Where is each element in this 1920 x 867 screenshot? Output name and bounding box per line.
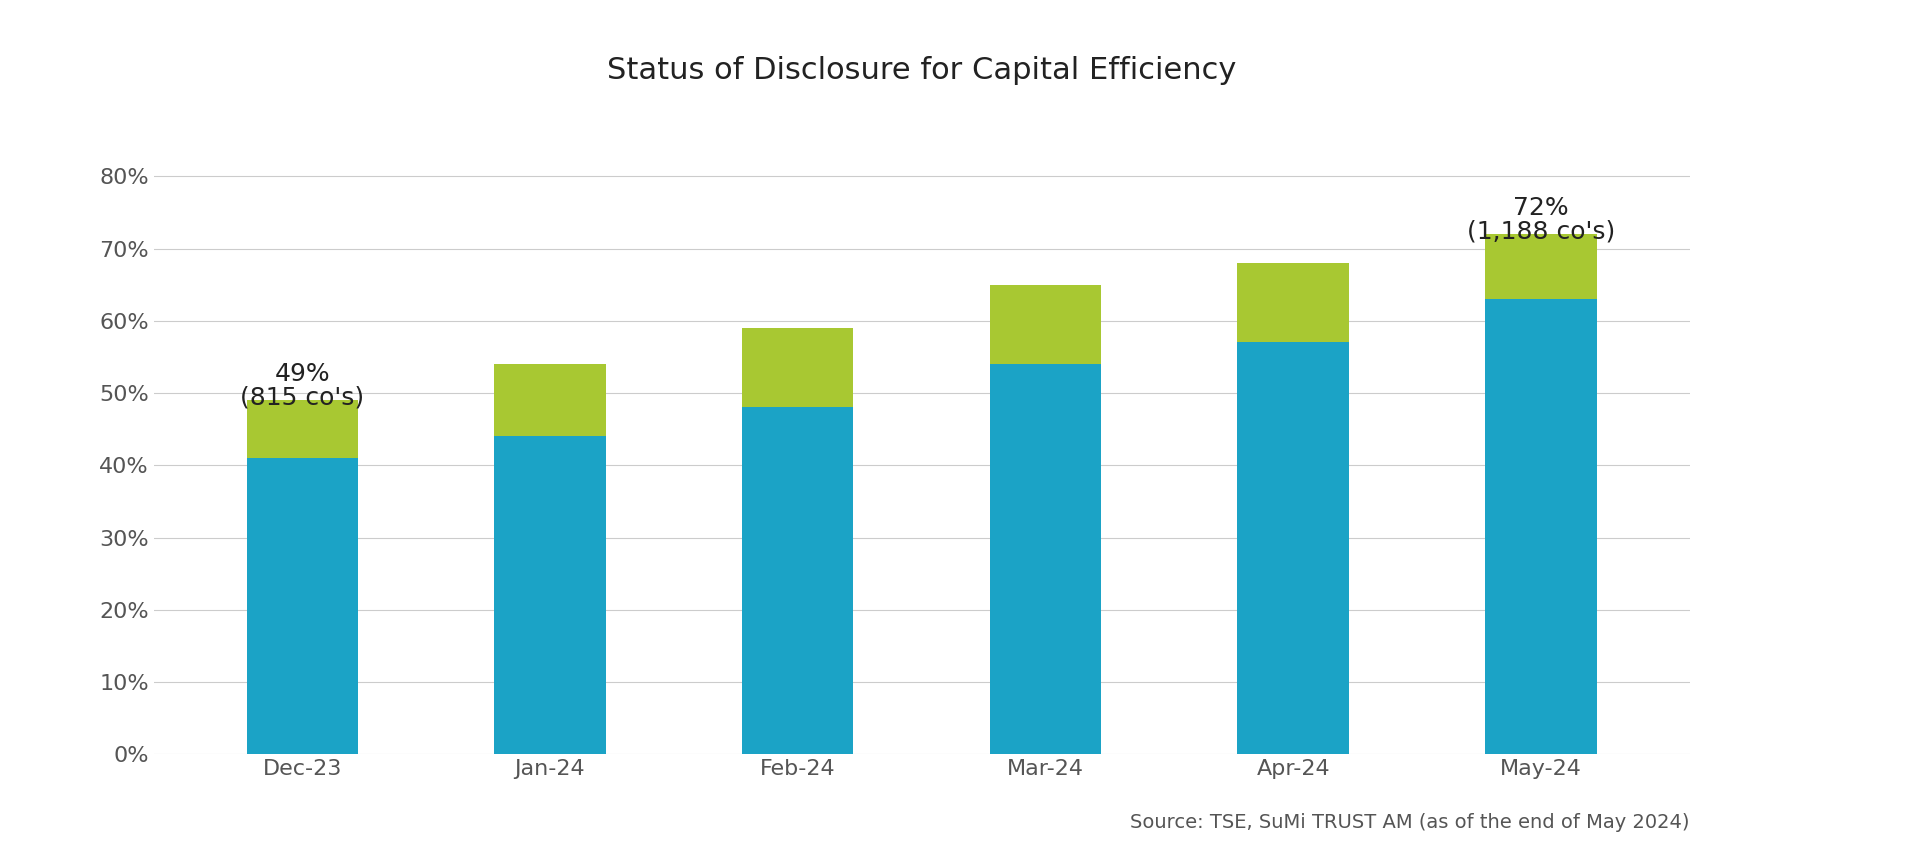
Bar (246, 401, 357, 458)
Bar (989, 284, 1102, 364)
Bar (1486, 234, 1597, 299)
Text: Source: TSE, SuMi TRUST AM (as of the end of May 2024): Source: TSE, SuMi TRUST AM (as of the en… (1131, 813, 1690, 832)
Bar (493, 436, 605, 754)
Bar (246, 458, 357, 754)
Text: 72%: 72% (1513, 196, 1569, 219)
Bar (493, 364, 605, 436)
Bar (741, 407, 854, 754)
Text: (815 co's): (815 co's) (240, 386, 365, 410)
Text: 49%: 49% (275, 362, 330, 386)
Title: Status of Disclosure for Capital Efficiency: Status of Disclosure for Capital Efficie… (607, 56, 1236, 85)
Bar (989, 364, 1102, 754)
Bar (1238, 263, 1350, 342)
Bar (1486, 299, 1597, 754)
Bar (1238, 342, 1350, 754)
Text: (1,188 co's): (1,188 co's) (1467, 219, 1615, 244)
Bar (741, 328, 854, 407)
